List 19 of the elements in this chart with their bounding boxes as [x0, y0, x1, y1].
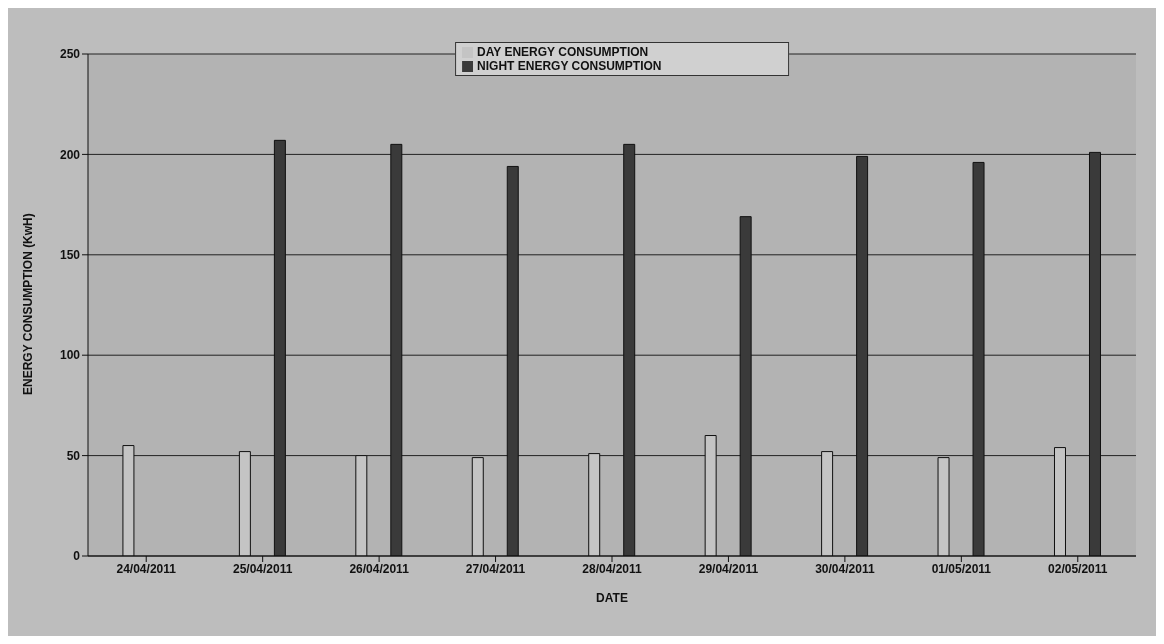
y-tick-label: 250: [59, 47, 81, 62]
legend-label: DAY ENERGY CONSUMPTION: [477, 45, 649, 59]
y-tick-label: 50: [66, 448, 81, 463]
x-tick-label: 26/04/2011: [349, 561, 410, 576]
x-tick-label: 02/05/2011: [1048, 561, 1108, 576]
x-tick-label: 30/04/2011: [815, 561, 875, 576]
x-tick-label: 24/04/2011: [116, 561, 177, 576]
legend-label: NIGHT ENERGY CONSUMPTION: [477, 59, 662, 73]
x-tick-label: 27/04/2011: [465, 561, 526, 576]
y-axis-title: ENERGY CONSUMPTION (KwH): [21, 213, 36, 395]
y-tick-label: 0: [73, 549, 81, 564]
y-tick-label: 150: [59, 248, 81, 263]
x-tick-label: 25/04/2011: [232, 561, 293, 576]
x-tick-label: 01/05/2011: [931, 561, 992, 576]
y-tick-label: 100: [59, 348, 81, 363]
x-tick-label: 28/04/2011: [582, 561, 643, 576]
y-tick-label: 200: [59, 147, 81, 162]
x-axis-title: DATE: [596, 591, 628, 605]
x-tick-label: 29/04/2011: [698, 561, 759, 576]
